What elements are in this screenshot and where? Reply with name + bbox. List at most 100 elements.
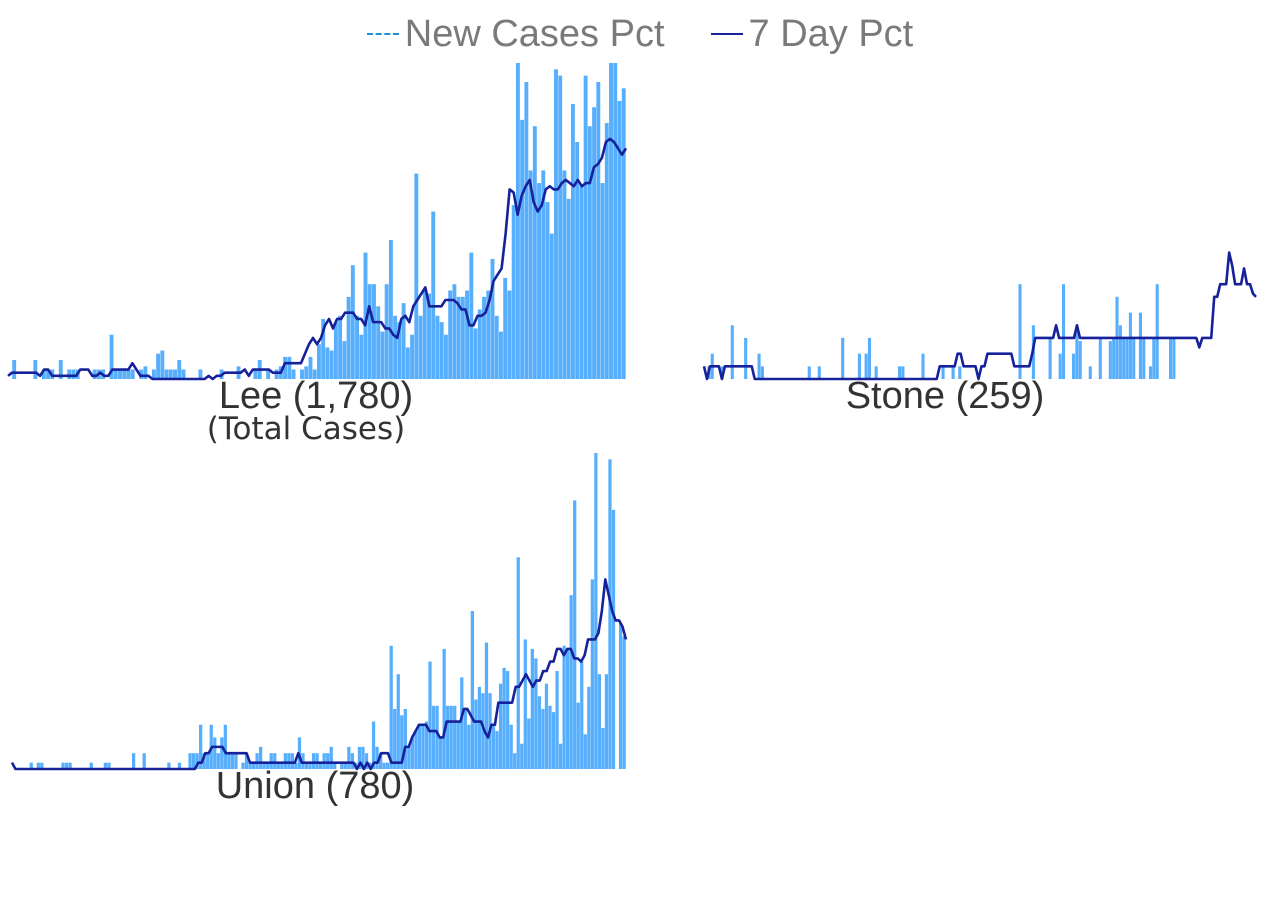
- lee-bar: [524, 81, 529, 380]
- union-bar: [244, 753, 249, 769]
- stone-bar: [1152, 337, 1156, 379]
- stone-bar: [867, 337, 872, 379]
- union-bar: [301, 753, 305, 769]
- stone-bar: [864, 353, 868, 379]
- lee-bar: [456, 296, 461, 379]
- lee-bar: [376, 306, 381, 379]
- union-bar: [220, 737, 224, 769]
- lee-bar: [401, 303, 406, 379]
- union-bar: [269, 753, 273, 769]
- union-bar: [618, 623, 623, 769]
- lee-bar: [448, 290, 453, 379]
- lee-bar: [342, 341, 347, 379]
- lee-bar: [528, 170, 533, 379]
- union-bar: [498, 683, 503, 769]
- union-bar: [227, 753, 231, 769]
- lee-bar: [587, 126, 592, 379]
- union-bar: [534, 658, 538, 769]
- legend: New Cases Pct 7 Day Pct: [0, 10, 1280, 58]
- lee-bar: [58, 360, 63, 379]
- lee-bar: [439, 322, 444, 379]
- union-bar: [68, 762, 72, 769]
- lee-bar: [384, 284, 389, 379]
- union-bar: [216, 753, 220, 769]
- union-bar: [608, 459, 612, 769]
- union-bar: [378, 753, 383, 769]
- lee-bar: [414, 173, 419, 379]
- lee-bar: [363, 252, 368, 379]
- union-bar: [467, 724, 471, 769]
- union-bars: [29, 453, 626, 769]
- lee-bar: [452, 284, 457, 379]
- lee-bar: [427, 293, 431, 379]
- legend-label-new-cases: New Cases Pct: [404, 12, 665, 55]
- lee-bar: [113, 369, 118, 379]
- union-bar: [424, 721, 429, 769]
- union-bar: [89, 762, 93, 769]
- union-bar: [64, 762, 69, 769]
- union-bar: [551, 712, 556, 769]
- lee-bar: [613, 63, 618, 379]
- lee-bar: [329, 350, 334, 379]
- lee-bar: [596, 81, 601, 380]
- union-bar: [442, 648, 446, 769]
- union-bar: [283, 753, 287, 769]
- union-bar: [460, 677, 464, 769]
- union-bar: [506, 671, 510, 769]
- stone-bar: [941, 366, 945, 379]
- stone-bar: [857, 353, 861, 379]
- stone-bar: [1112, 337, 1116, 379]
- legend-solid-line-icon: [710, 33, 743, 35]
- union-bar: [576, 702, 580, 769]
- union-bar: [329, 746, 333, 769]
- union-bar: [255, 753, 259, 769]
- lee-bar: [372, 284, 376, 379]
- lee-bar: [109, 334, 114, 379]
- union-bar: [562, 645, 566, 769]
- stone-bar: [921, 353, 925, 379]
- lee-bar: [317, 344, 321, 379]
- lee-bar: [253, 369, 258, 379]
- legend-item-new-cases[interactable]: New Cases Pct: [366, 12, 665, 56]
- legend-item-seven-day[interactable]: 7 Day Pct: [710, 13, 913, 56]
- lee-bar: [503, 277, 508, 379]
- union-bar: [590, 579, 594, 769]
- lee-bar: [168, 369, 173, 379]
- union-bar: [481, 693, 485, 769]
- lee-bar: [482, 296, 486, 379]
- union-bar: [333, 762, 337, 769]
- lee-bar: [609, 63, 613, 379]
- stone-bar: [1108, 341, 1112, 379]
- stone-bar: [1118, 325, 1122, 379]
- union-bar: [199, 724, 203, 769]
- lee-bar: [325, 347, 330, 379]
- stone-bar: [1142, 337, 1146, 379]
- union-bar: [326, 753, 330, 769]
- stone-bar: [1169, 337, 1173, 379]
- lee-bar: [418, 315, 423, 379]
- lee-bar: [490, 258, 495, 379]
- lee-bar: [338, 315, 343, 379]
- union-seven-day-line: [10, 578, 628, 771]
- union-bar: [449, 705, 453, 769]
- lee-bar: [486, 290, 491, 379]
- union-bar: [583, 734, 587, 769]
- stone-bar: [1088, 366, 1092, 379]
- lee-bar: [617, 100, 622, 380]
- union-bar: [343, 762, 347, 769]
- union-bar: [410, 737, 414, 769]
- lee-bar: [304, 366, 309, 379]
- lee-bar: [422, 290, 427, 379]
- union-title: Union (780): [216, 765, 415, 807]
- union-bar: [523, 639, 527, 769]
- lee-bar: [570, 104, 575, 379]
- union-bar: [230, 753, 235, 769]
- union-bar: [167, 762, 171, 769]
- union-bar: [597, 674, 602, 769]
- stone-bar: [730, 325, 734, 379]
- union-bar: [361, 746, 365, 769]
- union-bar: [516, 557, 520, 769]
- union-bar: [202, 753, 206, 769]
- union-bar: [580, 661, 584, 769]
